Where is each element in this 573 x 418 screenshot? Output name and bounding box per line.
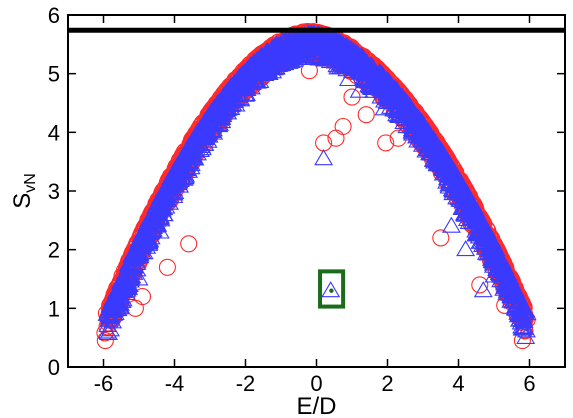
blue-triangle-point-1606 xyxy=(491,255,511,272)
blue-triangle-point-1701 xyxy=(314,149,334,166)
x-tick-label-0: -6 xyxy=(94,371,114,396)
blue-triangle-point-1700 xyxy=(321,281,341,298)
y-axis-label: SvN xyxy=(9,173,39,209)
y-tick-label-5: 5 xyxy=(48,62,60,87)
y-axis-label-subscript: vN xyxy=(22,173,39,193)
blue-triangle-point-1705 xyxy=(338,69,358,87)
red-circle-point-1911 xyxy=(377,134,395,152)
data-layer xyxy=(96,23,537,350)
blue-triangle-point-283 xyxy=(165,182,185,199)
blue-triangle-point-1706 xyxy=(349,81,369,98)
blue-triangle-point-1707 xyxy=(473,281,493,298)
blue-triangle-point-1702 xyxy=(505,298,525,315)
blue-triangle-point-71 xyxy=(113,290,133,307)
blue-triangle-point-95 xyxy=(119,275,139,292)
x-axis-label: E/D xyxy=(296,393,336,418)
blue-triangle-point-184 xyxy=(141,228,161,245)
y-tick-label-6: 6 xyxy=(48,3,60,28)
blue-triangle-point-494 xyxy=(218,99,238,116)
y-tick-label-1: 1 xyxy=(48,296,60,321)
blue-triangle-point-126 xyxy=(127,253,147,270)
red-circle-point-1900 xyxy=(96,332,114,350)
blue-triangle-point-410 xyxy=(198,131,218,148)
blue-triangle-point-129 xyxy=(127,260,147,277)
blue-triangle-point-1699 xyxy=(514,312,534,329)
blue-triangle-point-464 xyxy=(212,112,232,129)
red-circle-point-1910 xyxy=(357,106,375,124)
blue-triangle-point-59 xyxy=(110,298,130,315)
y-tick-label-2: 2 xyxy=(48,238,60,263)
blue-triangle-point-1378 xyxy=(435,150,455,167)
red-circle-point-1913 xyxy=(432,229,450,247)
blue-triangle-point-1714 xyxy=(374,99,394,116)
blue-triangle-point-1444 xyxy=(451,175,471,192)
blue-triangle-point-1709 xyxy=(495,257,515,274)
blue-triangle-point-692 xyxy=(266,57,286,74)
x-tick-label-1: -4 xyxy=(165,371,185,396)
x-tick-label-3: 0 xyxy=(310,371,322,396)
blue-triangle-point-1676 xyxy=(508,287,528,304)
highlight-box xyxy=(318,269,346,309)
y-axis-label-main: S xyxy=(9,193,36,209)
blue-triangle-point-548 xyxy=(230,89,250,106)
blue-triangle-point-230 xyxy=(154,199,174,216)
blue-triangle-point-1634 xyxy=(499,267,519,284)
tick-layer: -6 -4 -2 0 2 4 6 0 1 2 3 4 5 6 xyxy=(48,3,565,396)
y-tick-label-4: 4 xyxy=(48,120,60,145)
blue-triangle-point-1698 xyxy=(516,327,536,344)
blue-triangle-point-1703 xyxy=(108,298,128,315)
highlight-point xyxy=(329,288,334,293)
blue-triangle-point-1712 xyxy=(150,222,170,239)
blue-triangle-point-1710 xyxy=(441,216,461,233)
red-circle-point-1916 xyxy=(158,258,176,276)
red-circle-point-1908 xyxy=(334,117,352,136)
x-tick-label-5: 4 xyxy=(452,371,464,396)
x-tick-label-4: 2 xyxy=(381,371,393,396)
blue-triangle-point-345 xyxy=(181,158,201,175)
blue-triangle-point-1708 xyxy=(484,266,504,283)
blue-triangle-point-1704 xyxy=(328,58,348,75)
blue-triangle-point-247 xyxy=(156,197,176,214)
blue-triangle-point-1694 xyxy=(516,321,536,338)
blue-triangle-point-439 xyxy=(204,120,223,137)
blue-triangle-point-17 xyxy=(101,320,120,337)
y-tick-label-0: 0 xyxy=(48,355,60,380)
red-circle-point-1915 xyxy=(180,235,198,253)
blue-triangle-point-158 xyxy=(134,243,154,260)
y-tick-label-3: 3 xyxy=(48,179,60,204)
blue-triangle-point-1399 xyxy=(440,157,460,174)
blue-triangle-point-1672 xyxy=(509,291,529,308)
blue-triangle-point-1713 xyxy=(129,269,149,286)
blue-triangle-point-1553 xyxy=(478,230,498,247)
x-tick-label-6: 6 xyxy=(523,371,535,396)
red-circle-point-1914 xyxy=(471,276,489,294)
blue-triangle-point-1711 xyxy=(456,240,476,257)
x-tick-label-2: -2 xyxy=(236,371,256,396)
